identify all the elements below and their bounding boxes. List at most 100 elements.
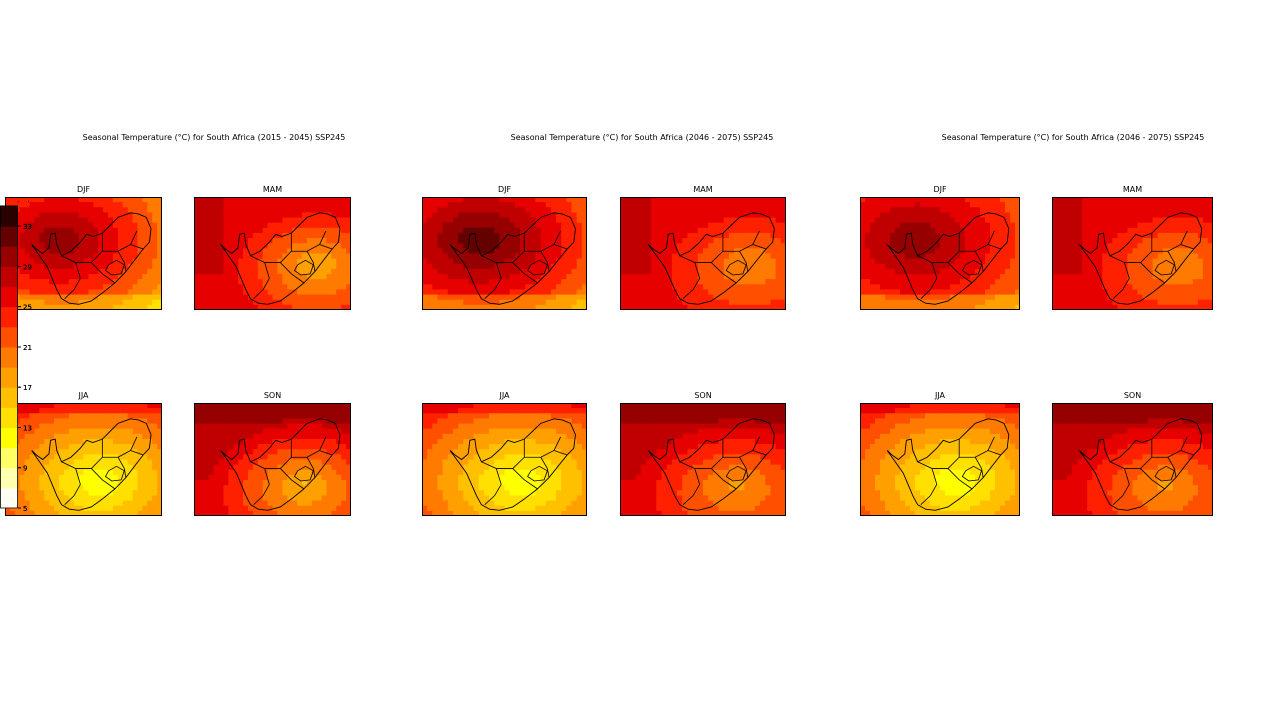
- heatmap-cell: [458, 274, 464, 280]
- heatmap-cell: [489, 418, 495, 425]
- heatmap-cell: [571, 274, 578, 280]
- heatmap-cell: [630, 284, 637, 291]
- heatmap-cell: [697, 207, 704, 214]
- heatmap-cell: [550, 207, 557, 214]
- heatmap-cell: [566, 403, 573, 409]
- heatmap-cell: [147, 454, 153, 461]
- heatmap-cell: [233, 253, 239, 260]
- heatmap-cell: [228, 207, 234, 214]
- heatmap-cell: [44, 289, 50, 296]
- heatmap-cell: [83, 449, 90, 455]
- heatmap-cell: [203, 474, 210, 481]
- heatmap-cell: [247, 510, 254, 516]
- heatmap-cell: [525, 222, 531, 229]
- heatmap-cell: [708, 227, 714, 234]
- heatmap-cell: [233, 232, 239, 239]
- heatmap-cell: [49, 248, 55, 255]
- province-border: [306, 251, 316, 272]
- heatmap-cell: [311, 304, 318, 310]
- heatmap-cell: [566, 289, 573, 296]
- heatmap-cell: [677, 217, 683, 224]
- heatmap-cell: [780, 253, 786, 260]
- heatmap-cell: [666, 279, 673, 285]
- heatmap-cell: [277, 268, 283, 275]
- heatmap-cell: [422, 253, 428, 260]
- heatmap-cell: [44, 222, 50, 229]
- heatmap-cell: [682, 274, 689, 280]
- heatmap-cell: [127, 464, 134, 471]
- heatmap-cell: [561, 485, 567, 491]
- heatmap-cell: [73, 279, 80, 285]
- heatmap-cell: [630, 232, 637, 239]
- heatmap-cell: [88, 500, 94, 507]
- heatmap-cell: [137, 217, 143, 224]
- heatmap-cell: [306, 500, 313, 507]
- heatmap-cell: [103, 464, 109, 471]
- heatmap-cell: [132, 212, 139, 219]
- heatmap-cell: [29, 403, 36, 409]
- heatmap-cell: [489, 197, 495, 203]
- heatmap-cell: [277, 418, 283, 425]
- heatmap-cell: [346, 464, 351, 471]
- heatmap-cell: [692, 268, 699, 275]
- heatmap-cell: [306, 243, 313, 249]
- heatmap-cell: [331, 449, 337, 455]
- heatmap-cell: [194, 248, 200, 255]
- heatmap-cell: [277, 217, 283, 224]
- heatmap-cell: [39, 253, 45, 260]
- heatmap-cell: [262, 304, 269, 310]
- heatmap-cell: [198, 444, 205, 450]
- heatmap-cell: [88, 510, 94, 516]
- heatmap-cell: [514, 428, 521, 435]
- heatmap-cell: [499, 495, 506, 502]
- heatmap-cell: [247, 469, 254, 476]
- heatmap-cell: [478, 289, 485, 296]
- heatmap-cell: [132, 474, 139, 481]
- heatmap-cell: [671, 238, 678, 244]
- heatmap-cell: [346, 294, 351, 301]
- heatmap-cell: [198, 418, 205, 425]
- heatmap-cell: [718, 279, 725, 285]
- heatmap-cell: [29, 490, 36, 497]
- heatmap-cell: [103, 423, 109, 430]
- heatmap-cell: [292, 258, 298, 265]
- heatmap-cell: [198, 274, 205, 280]
- heatmap-cell: [247, 459, 254, 466]
- heatmap-cell: [267, 207, 274, 214]
- heatmap-cell: [525, 268, 531, 275]
- heatmap-cell: [550, 274, 557, 280]
- heatmap-cell: [228, 428, 234, 435]
- heatmap-cell: [83, 258, 90, 265]
- heatmap-cell: [208, 490, 215, 497]
- heatmap-cell: [277, 505, 283, 512]
- heatmap-cell: [142, 263, 148, 270]
- heatmap-cell: [728, 289, 735, 296]
- heatmap-cell: [708, 253, 714, 260]
- heatmap-cell: [157, 408, 162, 414]
- heatmap-cell: [581, 217, 587, 224]
- heatmap-cell: [478, 263, 485, 270]
- heatmap-cell: [550, 238, 557, 244]
- heatmap-cell: [252, 449, 259, 455]
- heatmap-cell: [581, 253, 587, 260]
- heatmap-cell: [682, 268, 689, 275]
- heatmap-cell: [452, 284, 459, 291]
- colorbar-tick-label: 21: [23, 344, 32, 352]
- heatmap-cell: [277, 248, 283, 255]
- heatmap-cell: [252, 464, 259, 471]
- heatmap-cell: [277, 413, 283, 420]
- heatmap-cell: [292, 449, 298, 455]
- heatmap-cell: [432, 464, 439, 471]
- heatmap-cell: [103, 279, 109, 285]
- heatmap-cell: [545, 505, 552, 512]
- heatmap-cell: [341, 299, 347, 306]
- heatmap-cell: [98, 232, 104, 239]
- heatmap-cell: [556, 505, 562, 512]
- heatmap-cell: [73, 403, 80, 409]
- heatmap-cell: [39, 433, 45, 440]
- heatmap-cell: [257, 433, 264, 440]
- heatmap-cell: [452, 207, 459, 214]
- heatmap-cell: [262, 418, 269, 425]
- heatmap-cell: [54, 490, 60, 497]
- heatmap-cell: [213, 299, 220, 306]
